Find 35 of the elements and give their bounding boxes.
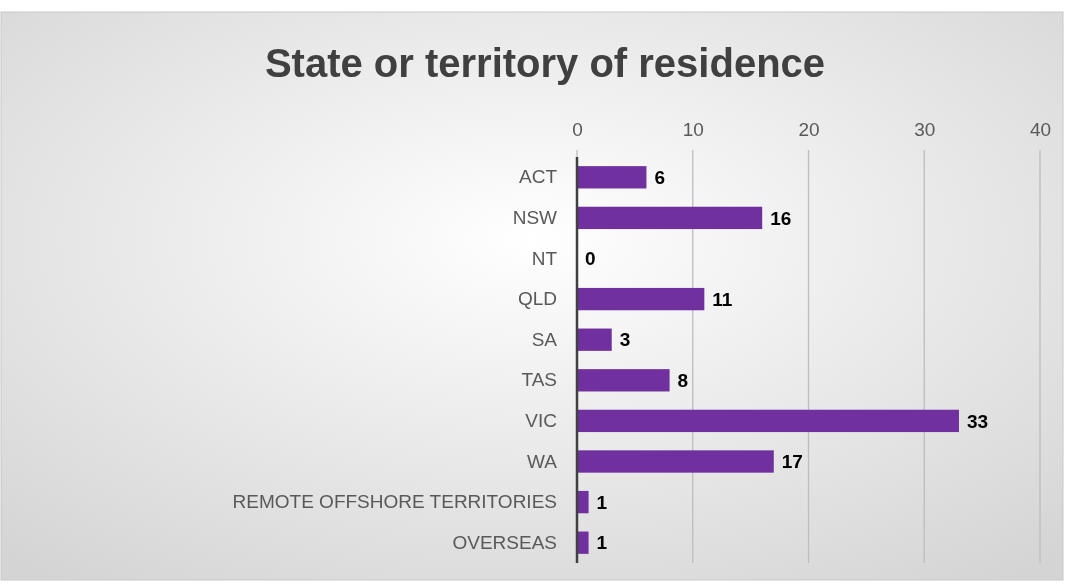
y-tick-label: NSW: [512, 206, 558, 228]
y-tick-label: TAS: [521, 369, 557, 391]
data-label: 11: [712, 288, 733, 310]
data-label: 3: [619, 329, 631, 351]
bar: [577, 490, 589, 514]
bar: [577, 206, 763, 230]
bar: [577, 287, 705, 311]
y-tick-label: SA: [531, 328, 558, 350]
data-label: 33: [966, 410, 989, 432]
data-label: 6: [654, 166, 666, 188]
x-tick-label: 40: [1029, 119, 1052, 140]
bar: [577, 531, 589, 554]
y-tick-label: REMOTE OFFSHORE TERRITORIES: [232, 491, 557, 513]
x-tick-label: 30: [914, 119, 936, 140]
data-label: 8: [677, 369, 689, 391]
x-tick-label: 20: [798, 119, 820, 140]
data-label: 17: [781, 451, 803, 473]
bar: [577, 328, 612, 351]
x-tick-label: 0: [572, 119, 583, 140]
y-tick-label: VIC: [525, 409, 557, 431]
data-label: 1: [596, 532, 608, 554]
data-label: 1: [596, 491, 608, 513]
y-tick-label: ACT: [519, 166, 558, 188]
y-tick-label: OVERSEAS: [452, 531, 557, 553]
bar: [577, 409, 959, 433]
x-tick-label: 10: [682, 119, 704, 140]
y-tick-label: QLD: [517, 288, 557, 310]
bar: [577, 450, 774, 473]
y-tick-label: WA: [527, 450, 558, 472]
data-label: 16: [770, 207, 792, 229]
bar: [577, 166, 647, 189]
y-tick-label: NT: [531, 247, 558, 269]
data-label: 0: [585, 248, 596, 270]
chart-title: State or territory of residence: [264, 41, 826, 85]
bar: [577, 369, 670, 392]
